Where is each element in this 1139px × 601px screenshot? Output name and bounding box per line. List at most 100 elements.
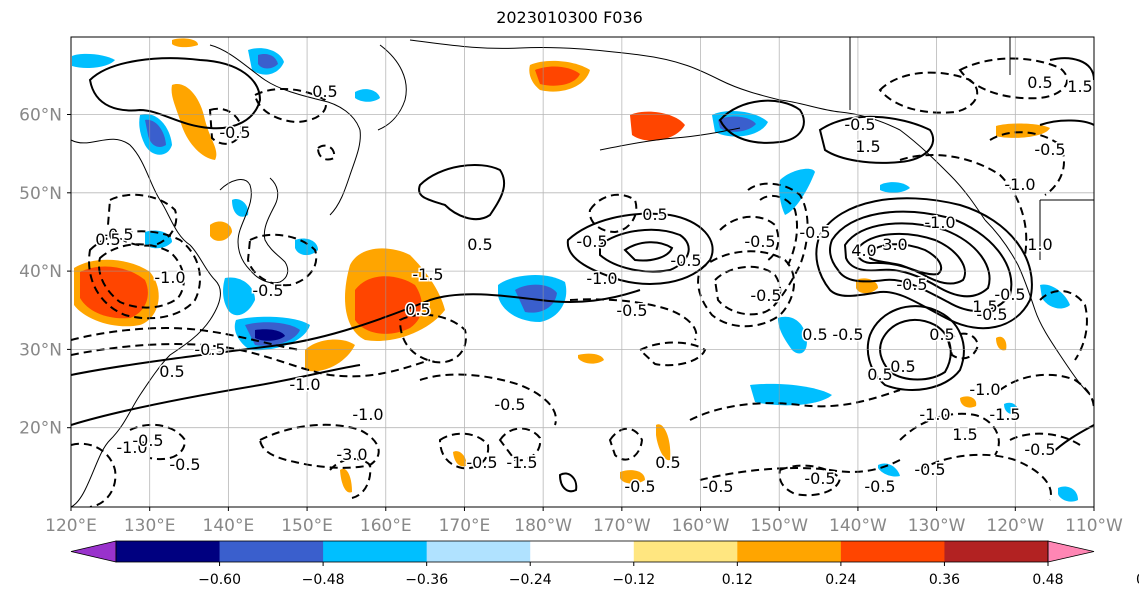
contour-line bbox=[71, 364, 361, 426]
contour-label: 0.5 bbox=[929, 325, 954, 344]
coastline bbox=[409, 39, 781, 101]
contour-line bbox=[778, 464, 842, 497]
contour-label: -1.0 bbox=[586, 269, 617, 288]
lon-label: 120°W bbox=[986, 516, 1044, 536]
latitude-labels: 20°N 30°N 40°N 50°N 60°N bbox=[19, 106, 71, 439]
coastline bbox=[219, 177, 289, 284]
contour-line bbox=[98, 243, 185, 309]
contour-line bbox=[599, 228, 690, 273]
lon-label: 180°W bbox=[514, 516, 572, 536]
colorbar-tick-label: 0.48 bbox=[1032, 572, 1063, 588]
contour-label: -0.5 bbox=[744, 232, 775, 251]
contour-label: -1.0 bbox=[289, 375, 320, 394]
contour-line bbox=[815, 197, 1033, 330]
contour-line bbox=[759, 194, 798, 266]
contour-label: -0.5 bbox=[102, 225, 133, 244]
colorbar-frame bbox=[115, 540, 1049, 563]
contour-line bbox=[253, 88, 327, 124]
coastline bbox=[377, 44, 407, 131]
anomaly-patch bbox=[1058, 486, 1078, 502]
contour-line bbox=[569, 298, 698, 341]
anomaly-patch bbox=[223, 277, 255, 316]
contour-line bbox=[558, 472, 578, 493]
contour-label: 1.5 bbox=[972, 297, 997, 316]
contour-line bbox=[946, 332, 980, 360]
contour-line bbox=[958, 57, 1068, 100]
contour-label: 0.5 bbox=[95, 230, 120, 249]
contour-label: -1.0 bbox=[1004, 175, 1035, 194]
contour-line bbox=[71, 442, 117, 507]
plot-frame bbox=[70, 36, 1095, 508]
contour-line bbox=[71, 343, 431, 378]
contour-label: -0.5 bbox=[864, 477, 895, 496]
anomaly-patch bbox=[1004, 402, 1019, 415]
contour-label: -1.0 bbox=[116, 438, 147, 457]
contour-label: -0.5 bbox=[844, 115, 875, 134]
anomaly-patch bbox=[996, 336, 1007, 351]
lon-label: 130°W bbox=[908, 516, 966, 536]
contour-line bbox=[899, 154, 1028, 256]
contour-label: 0.5 bbox=[405, 300, 430, 319]
contour-label: 1.5 bbox=[855, 137, 880, 156]
colorbar-segment bbox=[944, 541, 1049, 562]
contour-line bbox=[869, 243, 943, 276]
lat-label: 50°N bbox=[19, 184, 62, 204]
contour-label: -0.5 bbox=[804, 469, 835, 488]
contour-line bbox=[71, 327, 301, 351]
contour-label: -0.5 bbox=[670, 251, 701, 270]
coastline bbox=[209, 44, 361, 216]
anomaly-patch bbox=[535, 66, 580, 86]
contour-line bbox=[316, 144, 336, 161]
anomaly-patch bbox=[718, 116, 756, 132]
contour-label: 0.5 bbox=[1027, 73, 1052, 92]
contour-label: -0.5 bbox=[466, 453, 497, 472]
anomaly-patch bbox=[355, 89, 380, 102]
gridlines bbox=[71, 37, 1094, 507]
contour-line bbox=[878, 71, 979, 114]
positive-contours bbox=[71, 57, 1094, 493]
contour-line bbox=[713, 265, 782, 316]
anomaly-patch bbox=[295, 238, 318, 256]
contour-label: -0.5 bbox=[194, 340, 225, 359]
lon-label: 150°W bbox=[750, 516, 808, 536]
contour-line bbox=[689, 389, 901, 421]
contour-label: 1.5 bbox=[1067, 77, 1092, 96]
contour-line bbox=[588, 193, 638, 234]
anomaly-patch bbox=[960, 396, 977, 408]
colorbar-tick-label: 0.36 bbox=[929, 572, 960, 588]
contour-label: -0.5 bbox=[576, 232, 607, 251]
contour-line bbox=[129, 423, 187, 460]
anomaly-patch bbox=[255, 329, 285, 341]
anomaly-patch bbox=[232, 199, 249, 217]
contour-label: 4.0 bbox=[851, 241, 876, 260]
contour-label: 3.0 bbox=[882, 235, 907, 254]
anomaly-patch bbox=[996, 123, 1050, 138]
contour-line bbox=[999, 373, 1094, 411]
contour-line bbox=[866, 305, 965, 391]
colorbar-segment bbox=[840, 541, 945, 562]
contour-line bbox=[418, 164, 506, 221]
contour-label: -0.5 bbox=[494, 395, 525, 414]
colorbar-extend-max bbox=[1047, 540, 1095, 563]
contour-label: -0.5 bbox=[1024, 440, 1055, 459]
contour-line bbox=[829, 210, 1013, 313]
lat-label: 30°N bbox=[19, 340, 62, 360]
colorbar: −0.60 −0.48 −0.36 −0.24 −0.12 0.12 0.24 0.36 0.4… bbox=[70, 540, 1139, 588]
contour-line bbox=[88, 57, 262, 130]
contour-label: -0.5 bbox=[750, 286, 781, 305]
colorbar-tick-label: −0.60 bbox=[198, 572, 241, 588]
contour-line bbox=[566, 212, 714, 285]
contour-line bbox=[989, 131, 1065, 196]
map-title: 2023010300 F036 bbox=[496, 8, 643, 27]
contour-line bbox=[843, 222, 991, 298]
contour-label: 0.5 bbox=[802, 325, 827, 344]
lon-label: 140°W bbox=[829, 516, 887, 536]
longitude-labels: 120°E 130°E 140°E 150°E 160°E 170°E 180°W 170°W… bbox=[45, 507, 1123, 536]
contour-label: -0.5 bbox=[624, 477, 655, 496]
lon-label: 160°W bbox=[672, 516, 730, 536]
colorbar-tick-label: −0.24 bbox=[509, 572, 552, 588]
contour-line bbox=[329, 458, 372, 499]
negative-contours bbox=[71, 57, 1094, 507]
contour-line bbox=[1049, 424, 1094, 456]
anomaly-patch bbox=[578, 353, 604, 364]
